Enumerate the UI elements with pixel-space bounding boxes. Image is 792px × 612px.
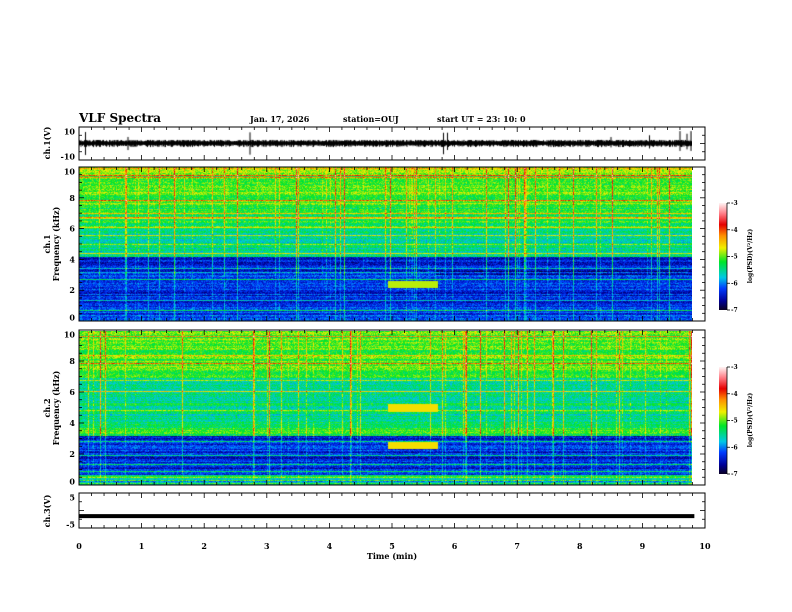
x-tick-label: 10 xyxy=(699,541,711,551)
colorbar-tick-label: -3 xyxy=(731,364,738,371)
y-tick-label: 4 xyxy=(69,254,75,264)
x-tick-label: 7 xyxy=(514,541,520,551)
ch1-waveform-trace xyxy=(79,127,692,160)
y-tick-label: 10 xyxy=(64,330,76,340)
colorbar-tick-label: -7 xyxy=(731,307,738,314)
ch1-spec-ylabel-2: Frequency (kHz) xyxy=(51,206,61,281)
y-tick-label: 10 xyxy=(64,167,76,177)
panel-frame xyxy=(78,329,706,486)
ch3-ylabel: ch.3(V) xyxy=(42,494,52,527)
ch2-spectrogram-image xyxy=(79,331,692,485)
date-label: Jan. 17, 2026 xyxy=(249,114,310,124)
x-tick-label: 9 xyxy=(640,541,646,551)
colorbar-tick-label: -5 xyxy=(731,418,738,425)
colorbar-tick-label: -7 xyxy=(731,471,738,478)
y-tick-label: 6 xyxy=(69,224,75,234)
y-tick-label: 2 xyxy=(69,449,75,459)
ch2-colorbar-label: log(PSD)(V²/Hz) xyxy=(747,393,754,448)
ch1-colorbar-label: log(PSD)(V²/Hz) xyxy=(747,229,754,284)
colorbar-tick-label: -4 xyxy=(731,227,738,234)
ch2-spec-ylabel-1: ch.2 xyxy=(42,398,52,417)
ch1-spectrogram-image xyxy=(79,167,692,321)
panel-frame xyxy=(78,492,706,529)
x-tick-label: 2 xyxy=(201,541,207,551)
x-tick-label: 1 xyxy=(139,541,145,551)
x-tick-label: 3 xyxy=(264,541,270,551)
y-tick-label: 0 xyxy=(69,477,75,487)
y-tick-label: 4 xyxy=(69,418,75,428)
ch1-ylabel: ch.1(V) xyxy=(42,126,52,159)
y-tick-label: 8 xyxy=(69,193,75,203)
panel-frame xyxy=(78,166,706,322)
start-time-label: start UT = 23: 10: 0 xyxy=(437,114,526,124)
y-tick-label: 10 xyxy=(64,127,76,137)
ch2-colorbar xyxy=(719,367,727,474)
y-tick-label: 2 xyxy=(69,285,75,295)
ch1-spec-ylabel-1: ch.1 xyxy=(42,234,52,253)
ch2-spec-ylabel-2: Frequency (kHz) xyxy=(51,370,61,445)
x-tick-label: 5 xyxy=(389,541,395,551)
colorbar-tick-label: -5 xyxy=(731,254,738,261)
ch1-colorbar xyxy=(719,203,727,310)
x-tick-label: 6 xyxy=(452,541,458,551)
y-tick-label: 6 xyxy=(69,387,75,397)
colorbar-tick-label: -4 xyxy=(731,391,738,398)
y-tick-label: 5 xyxy=(69,493,75,503)
station-label: station=OUJ xyxy=(343,114,399,124)
x-axis-label: Time (min) xyxy=(367,551,417,561)
colorbar-tick-label: -3 xyxy=(731,200,738,207)
figure-title: VLF Spectra xyxy=(78,111,161,125)
colorbar-tick-label: -6 xyxy=(731,280,738,287)
y-tick-label: 8 xyxy=(69,356,75,366)
x-tick-label: 0 xyxy=(76,541,82,551)
x-tick-label: 4 xyxy=(327,541,333,551)
x-tick-label: 8 xyxy=(577,541,583,551)
colorbar-tick-label: -6 xyxy=(731,444,738,451)
y-tick-label: 0 xyxy=(69,313,75,323)
y-tick-label: -10 xyxy=(61,152,76,162)
y-tick-label: -5 xyxy=(66,520,75,530)
